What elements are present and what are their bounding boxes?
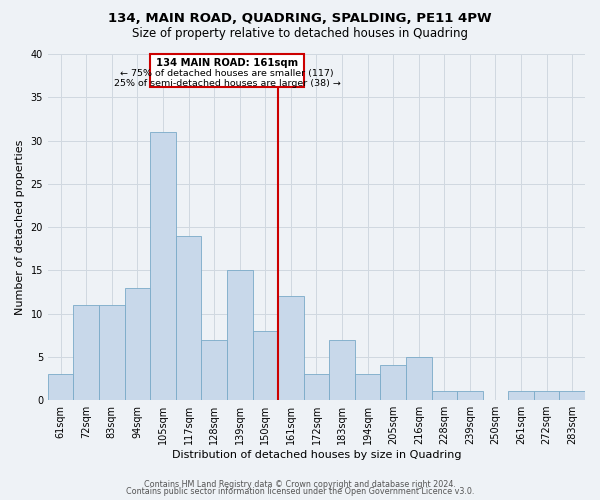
Text: ← 75% of detached houses are smaller (117): ← 75% of detached houses are smaller (11… [120,68,334,78]
Text: 134 MAIN ROAD: 161sqm: 134 MAIN ROAD: 161sqm [156,58,298,68]
Bar [457,392,482,400]
Bar [227,270,253,400]
Bar [534,392,559,400]
Bar [176,236,202,400]
Bar [304,374,329,400]
FancyBboxPatch shape [150,54,304,87]
Bar [431,392,457,400]
Bar [73,305,99,400]
Bar [329,340,355,400]
Bar [125,288,150,400]
Y-axis label: Number of detached properties: Number of detached properties [15,140,25,314]
Bar [278,296,304,400]
Bar [508,392,534,400]
Text: 134, MAIN ROAD, QUADRING, SPALDING, PE11 4PW: 134, MAIN ROAD, QUADRING, SPALDING, PE11… [108,12,492,26]
Bar [559,392,585,400]
Bar [380,366,406,400]
Text: 25% of semi-detached houses are larger (38) →: 25% of semi-detached houses are larger (… [113,79,340,88]
Text: Contains public sector information licensed under the Open Government Licence v3: Contains public sector information licen… [126,488,474,496]
Text: Contains HM Land Registry data © Crown copyright and database right 2024.: Contains HM Land Registry data © Crown c… [144,480,456,489]
Bar [99,305,125,400]
Bar [253,331,278,400]
X-axis label: Distribution of detached houses by size in Quadring: Distribution of detached houses by size … [172,450,461,460]
Bar [202,340,227,400]
Bar [355,374,380,400]
Bar [150,132,176,400]
Text: Size of property relative to detached houses in Quadring: Size of property relative to detached ho… [132,28,468,40]
Bar [48,374,73,400]
Bar [406,357,431,400]
